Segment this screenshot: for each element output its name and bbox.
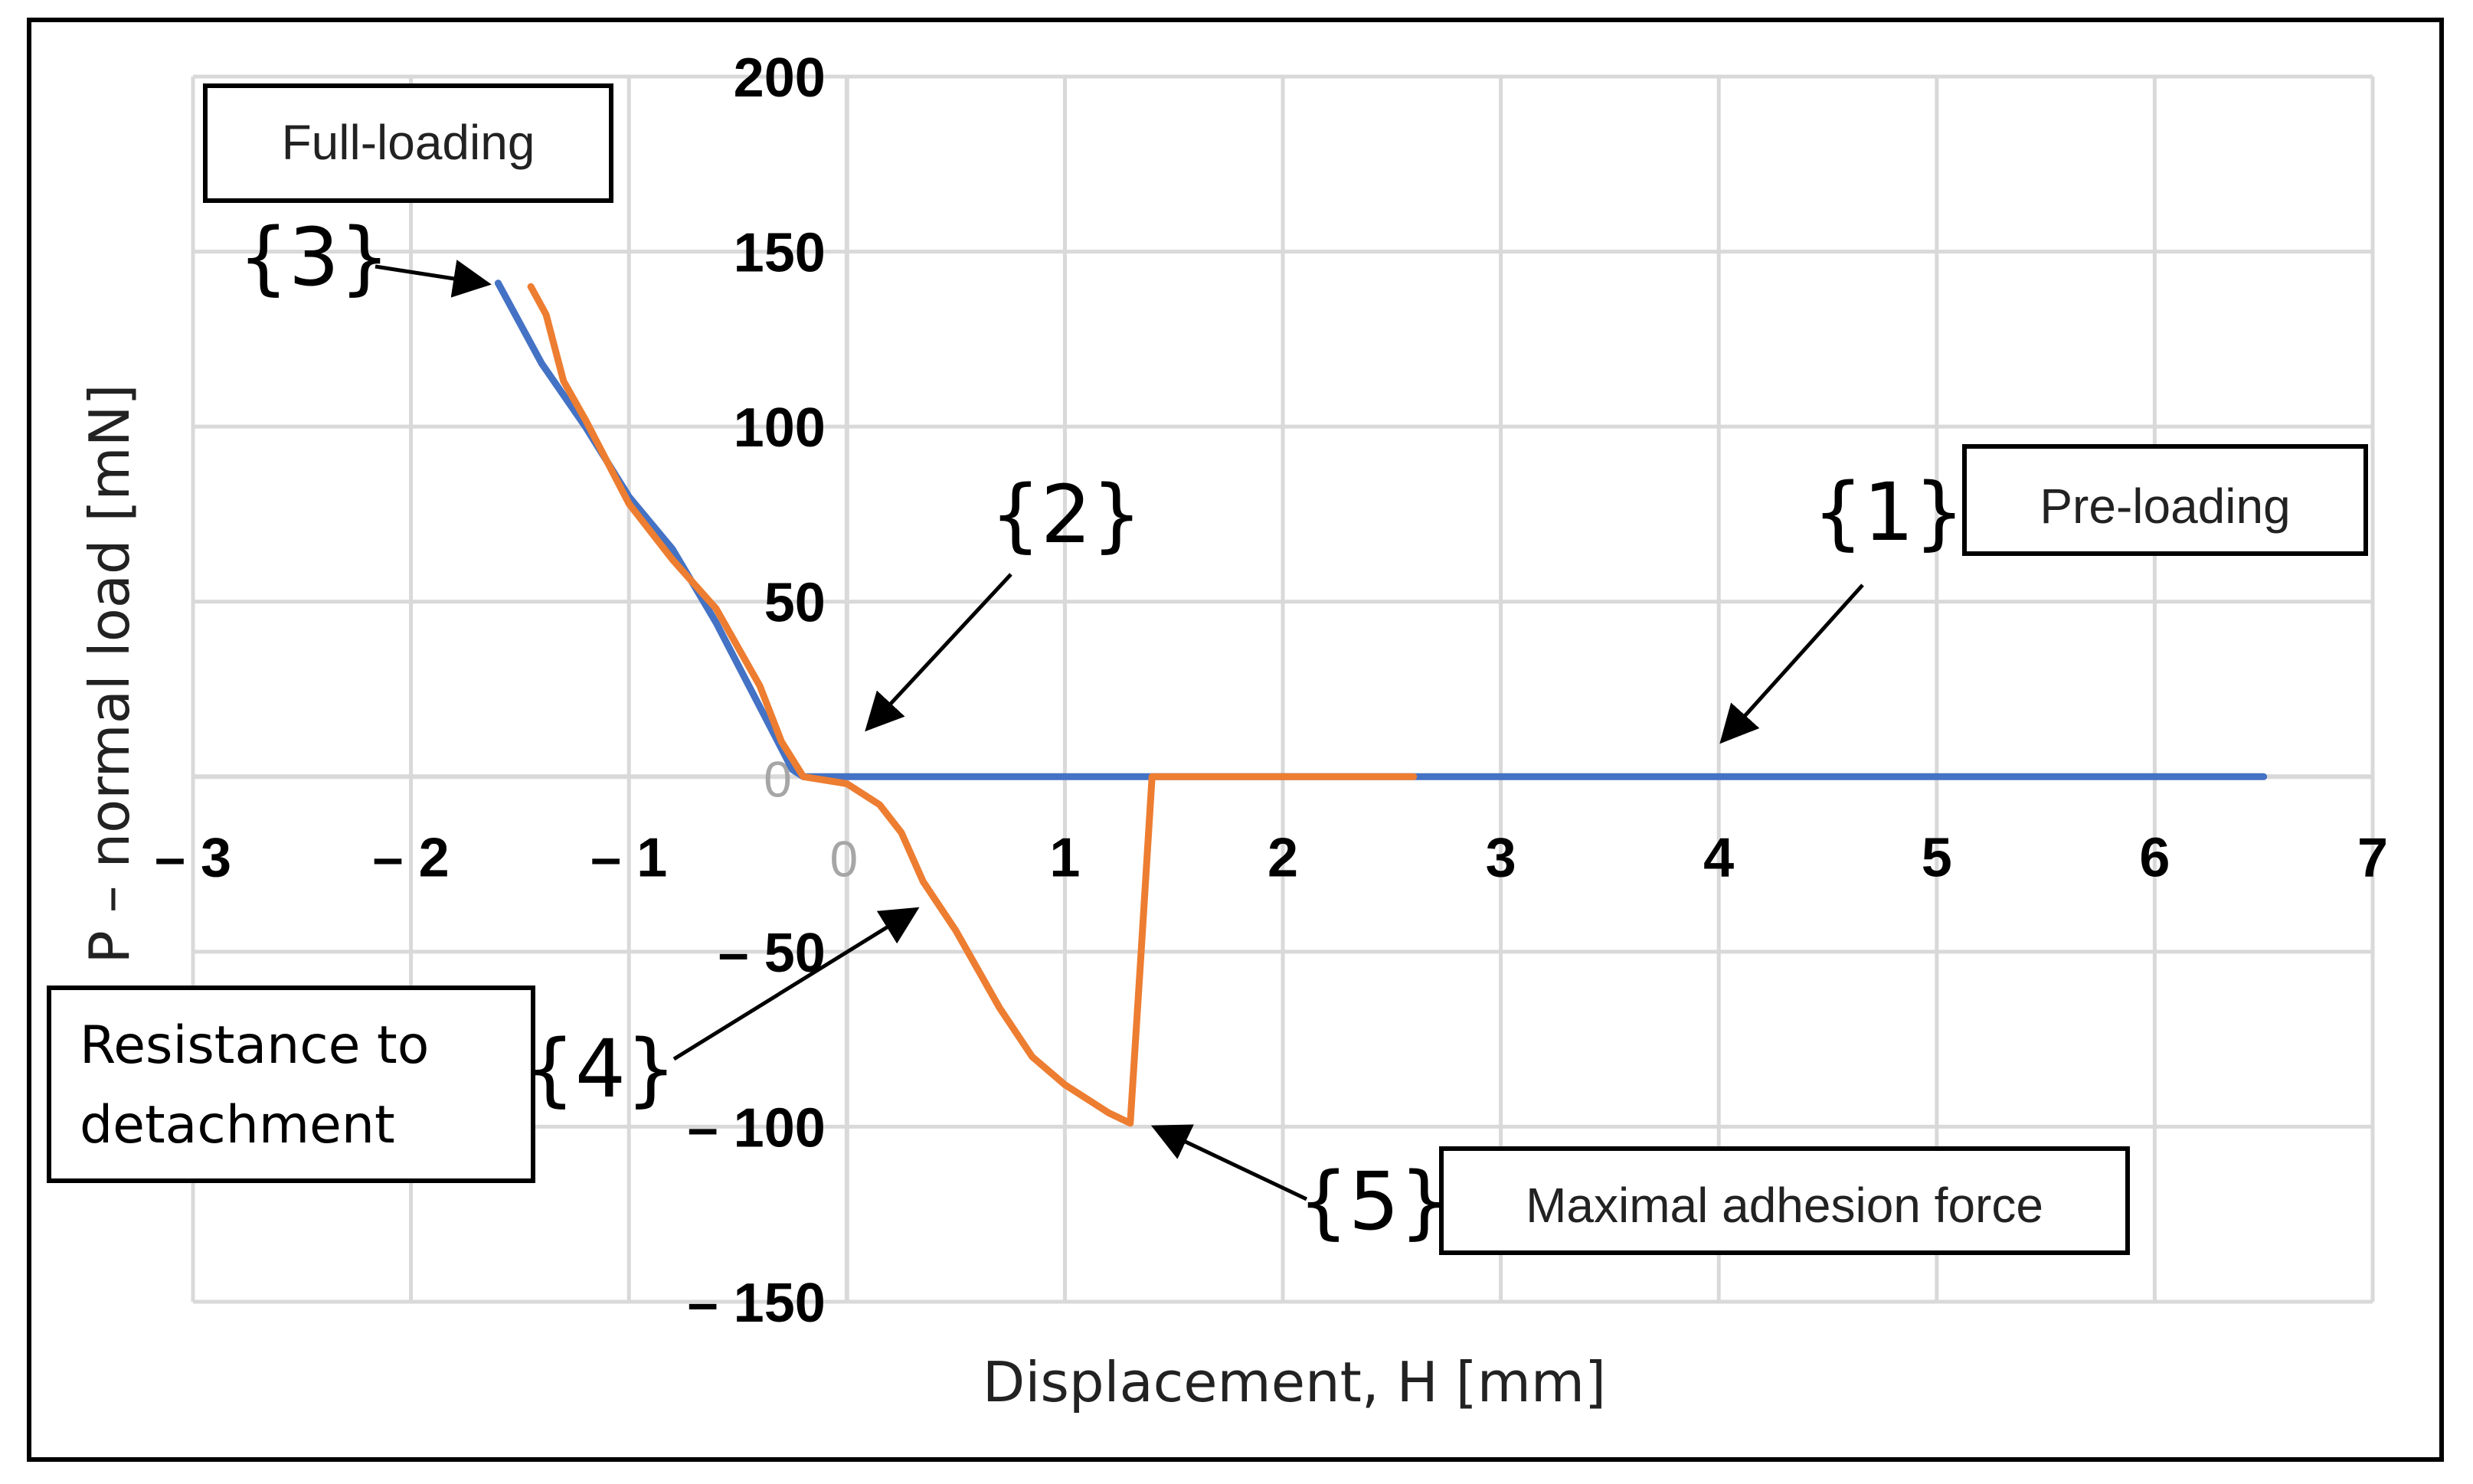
x-tick-label: 3 <box>1486 827 1516 888</box>
x-tick-label: – 3 <box>155 827 231 888</box>
marker-3: {3} <box>238 211 391 304</box>
y-axis-title: P – normal load [mN] <box>77 384 142 963</box>
y-tick-label: 50 <box>764 573 826 634</box>
x-tick-label: – 1 <box>590 827 667 888</box>
y-tick-label: – 100 <box>688 1097 826 1159</box>
y-tick-label: – 50 <box>718 923 826 984</box>
y-tick-label: 100 <box>734 397 826 459</box>
arrow-4 <box>672 907 920 1061</box>
full-loading-box <box>203 83 613 203</box>
annotation-resistance: Resistance to detachment <box>47 986 535 1183</box>
x-tick-label: 7 <box>2357 827 2388 888</box>
x-tick-label: 6 <box>2139 827 2170 888</box>
full-loading-label: Full-loading <box>282 115 535 170</box>
marker-4: {4} <box>525 1022 677 1116</box>
resistance-box <box>47 986 535 1183</box>
series-layer <box>494 279 2268 1127</box>
annotation-pre-loading: Pre-loading <box>1962 444 2368 556</box>
y-tick-label: – 150 <box>688 1273 826 1334</box>
x-tick-label: – 2 <box>373 827 450 888</box>
arrow-2 <box>865 573 1012 732</box>
arrow-3 <box>375 260 492 298</box>
pre-loading-box <box>1962 444 2368 556</box>
resistance-label-line1: Resistance to <box>80 1015 429 1076</box>
arrow-5 <box>1150 1124 1308 1201</box>
marker-2: {2} <box>990 468 1143 561</box>
x-tick-label: 2 <box>1268 827 1298 888</box>
annotation-maximal-adhesion: Maximal adhesion force <box>1439 1146 2130 1255</box>
maximal-adhesion-label: Maximal adhesion force <box>1526 1178 2043 1233</box>
y-tick-label: 200 <box>734 47 826 109</box>
x-axis-title: Displacement, H [mm] <box>983 1350 1606 1414</box>
x-tick-label: 5 <box>1922 827 1952 888</box>
x-tick-label: 0 <box>829 830 858 887</box>
x-tick-label: 1 <box>1049 827 1080 888</box>
marker-1: {1} <box>1813 466 1965 559</box>
x-tick-label: 4 <box>1703 827 1734 888</box>
y-tick-label: 150 <box>734 223 826 284</box>
arrow-1 <box>1719 583 1864 744</box>
maximal-adhesion-box <box>1439 1146 2130 1255</box>
series-line-2 <box>527 283 1418 1127</box>
marker-5: {5} <box>1298 1155 1451 1248</box>
pre-loading-label: Pre-loading <box>2040 479 2290 534</box>
resistance-label-line2: detachment <box>80 1095 395 1155</box>
annotation-full-loading: Full-loading <box>203 83 613 203</box>
